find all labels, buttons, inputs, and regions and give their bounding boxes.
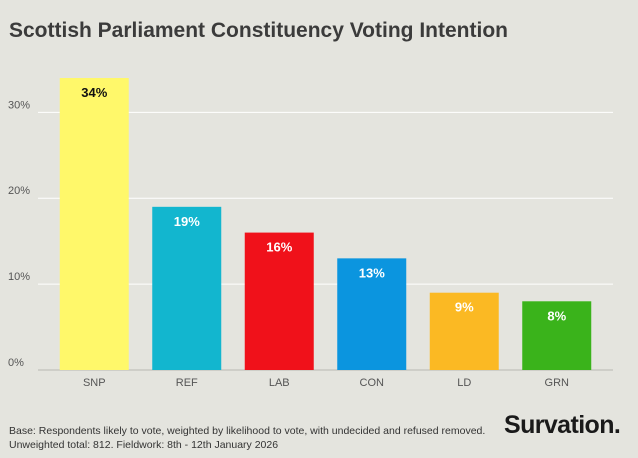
x-tick-label-grn: GRN xyxy=(545,377,570,389)
bar-ld xyxy=(429,292,499,370)
data-label-ld: 9% xyxy=(455,300,474,315)
data-label-snp: 34% xyxy=(81,85,107,100)
y-tick-label-20: 20% xyxy=(8,185,30,197)
y-tick-label-10: 10% xyxy=(8,271,30,283)
bar-con xyxy=(337,258,407,370)
bar-lab xyxy=(244,232,314,370)
x-tick-label-ref: REF xyxy=(176,377,198,389)
y-tick-label-0: 0% xyxy=(8,357,24,369)
x-tick-label-snp: SNP xyxy=(83,377,106,389)
x-tick-label-ld: LD xyxy=(457,377,471,389)
data-label-grn: 8% xyxy=(547,308,566,323)
bar-snp xyxy=(59,78,129,370)
data-label-lab: 16% xyxy=(266,240,292,255)
footnote-fieldwork: Unweighted total: 812. Fieldwork: 8th - … xyxy=(9,439,279,451)
y-tick-label-30: 30% xyxy=(8,99,30,111)
bar-ref xyxy=(152,206,222,370)
chart-title: Scottish Parliament Constituency Voting … xyxy=(9,19,508,42)
footnote: Base: Respondents likely to vote, weight… xyxy=(9,424,499,452)
x-tick-label-con: CON xyxy=(360,377,385,389)
data-label-con: 13% xyxy=(359,265,385,280)
footnote-base: Base: Respondents likely to vote, weight… xyxy=(9,425,486,437)
survation-logo: Survation. xyxy=(504,411,621,439)
data-label-ref: 19% xyxy=(174,214,200,229)
bar-grn xyxy=(522,301,592,370)
bar-chart: 0% 10% 20% 30% 34% SNP 19% REF 16% LAB 13% CON 9% LD 8… xyxy=(8,78,613,389)
x-tick-label-lab: LAB xyxy=(269,377,290,389)
